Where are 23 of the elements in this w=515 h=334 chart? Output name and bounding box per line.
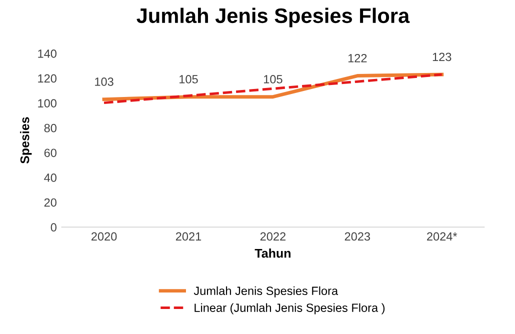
- x-tick-label: 2020: [91, 232, 117, 241]
- y-tick-label: 100: [38, 99, 56, 108]
- y-tick-label: 80: [44, 124, 56, 132]
- y-tick-label: 60: [44, 148, 56, 158]
- y-axis-title: Spesies: [20, 117, 32, 164]
- legend-label: Linear (Jumlah Jenis Spesies Flora ): [194, 303, 385, 314]
- data-label: 122: [348, 54, 367, 62]
- x-tick-label: 2023: [344, 232, 370, 241]
- data-label: 103: [95, 78, 114, 86]
- y-tick-label: 20: [44, 198, 56, 207]
- x-tick-label: 2021: [176, 232, 202, 241]
- x-tick-label: 2022: [260, 232, 286, 241]
- chart-title: Jumlah Jenis Spesies Flora: [136, 8, 410, 28]
- legend-label: Jumlah Jenis Spesies Flora: [194, 286, 338, 298]
- y-tick-label: 40: [44, 174, 56, 182]
- x-tick-label: 2024*: [427, 232, 458, 241]
- x-axis-title: Tahun: [254, 248, 290, 258]
- data-label: 123: [432, 52, 452, 62]
- y-tick-label: 140: [38, 49, 56, 58]
- data-label: 105: [180, 75, 198, 84]
- y-tick-label: 120: [38, 74, 56, 83]
- data-label: 105: [264, 75, 282, 84]
- y-tick-label: 0: [50, 223, 56, 232]
